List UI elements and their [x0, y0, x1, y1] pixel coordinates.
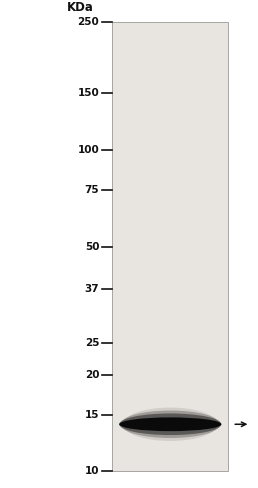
Text: KDa: KDa	[67, 1, 94, 14]
Text: 50: 50	[85, 242, 99, 252]
Text: 150: 150	[77, 88, 99, 99]
Text: 37: 37	[85, 284, 99, 294]
Ellipse shape	[123, 407, 218, 441]
Ellipse shape	[120, 410, 220, 438]
Text: 10: 10	[85, 466, 99, 476]
Text: 25: 25	[85, 338, 99, 348]
Text: 20: 20	[85, 369, 99, 380]
Ellipse shape	[119, 417, 221, 431]
Text: 15: 15	[85, 409, 99, 420]
Text: 250: 250	[77, 17, 99, 27]
Bar	[112, 22, 228, 471]
Text: 100: 100	[77, 145, 99, 155]
Ellipse shape	[119, 413, 221, 435]
Text: 75: 75	[85, 185, 99, 195]
